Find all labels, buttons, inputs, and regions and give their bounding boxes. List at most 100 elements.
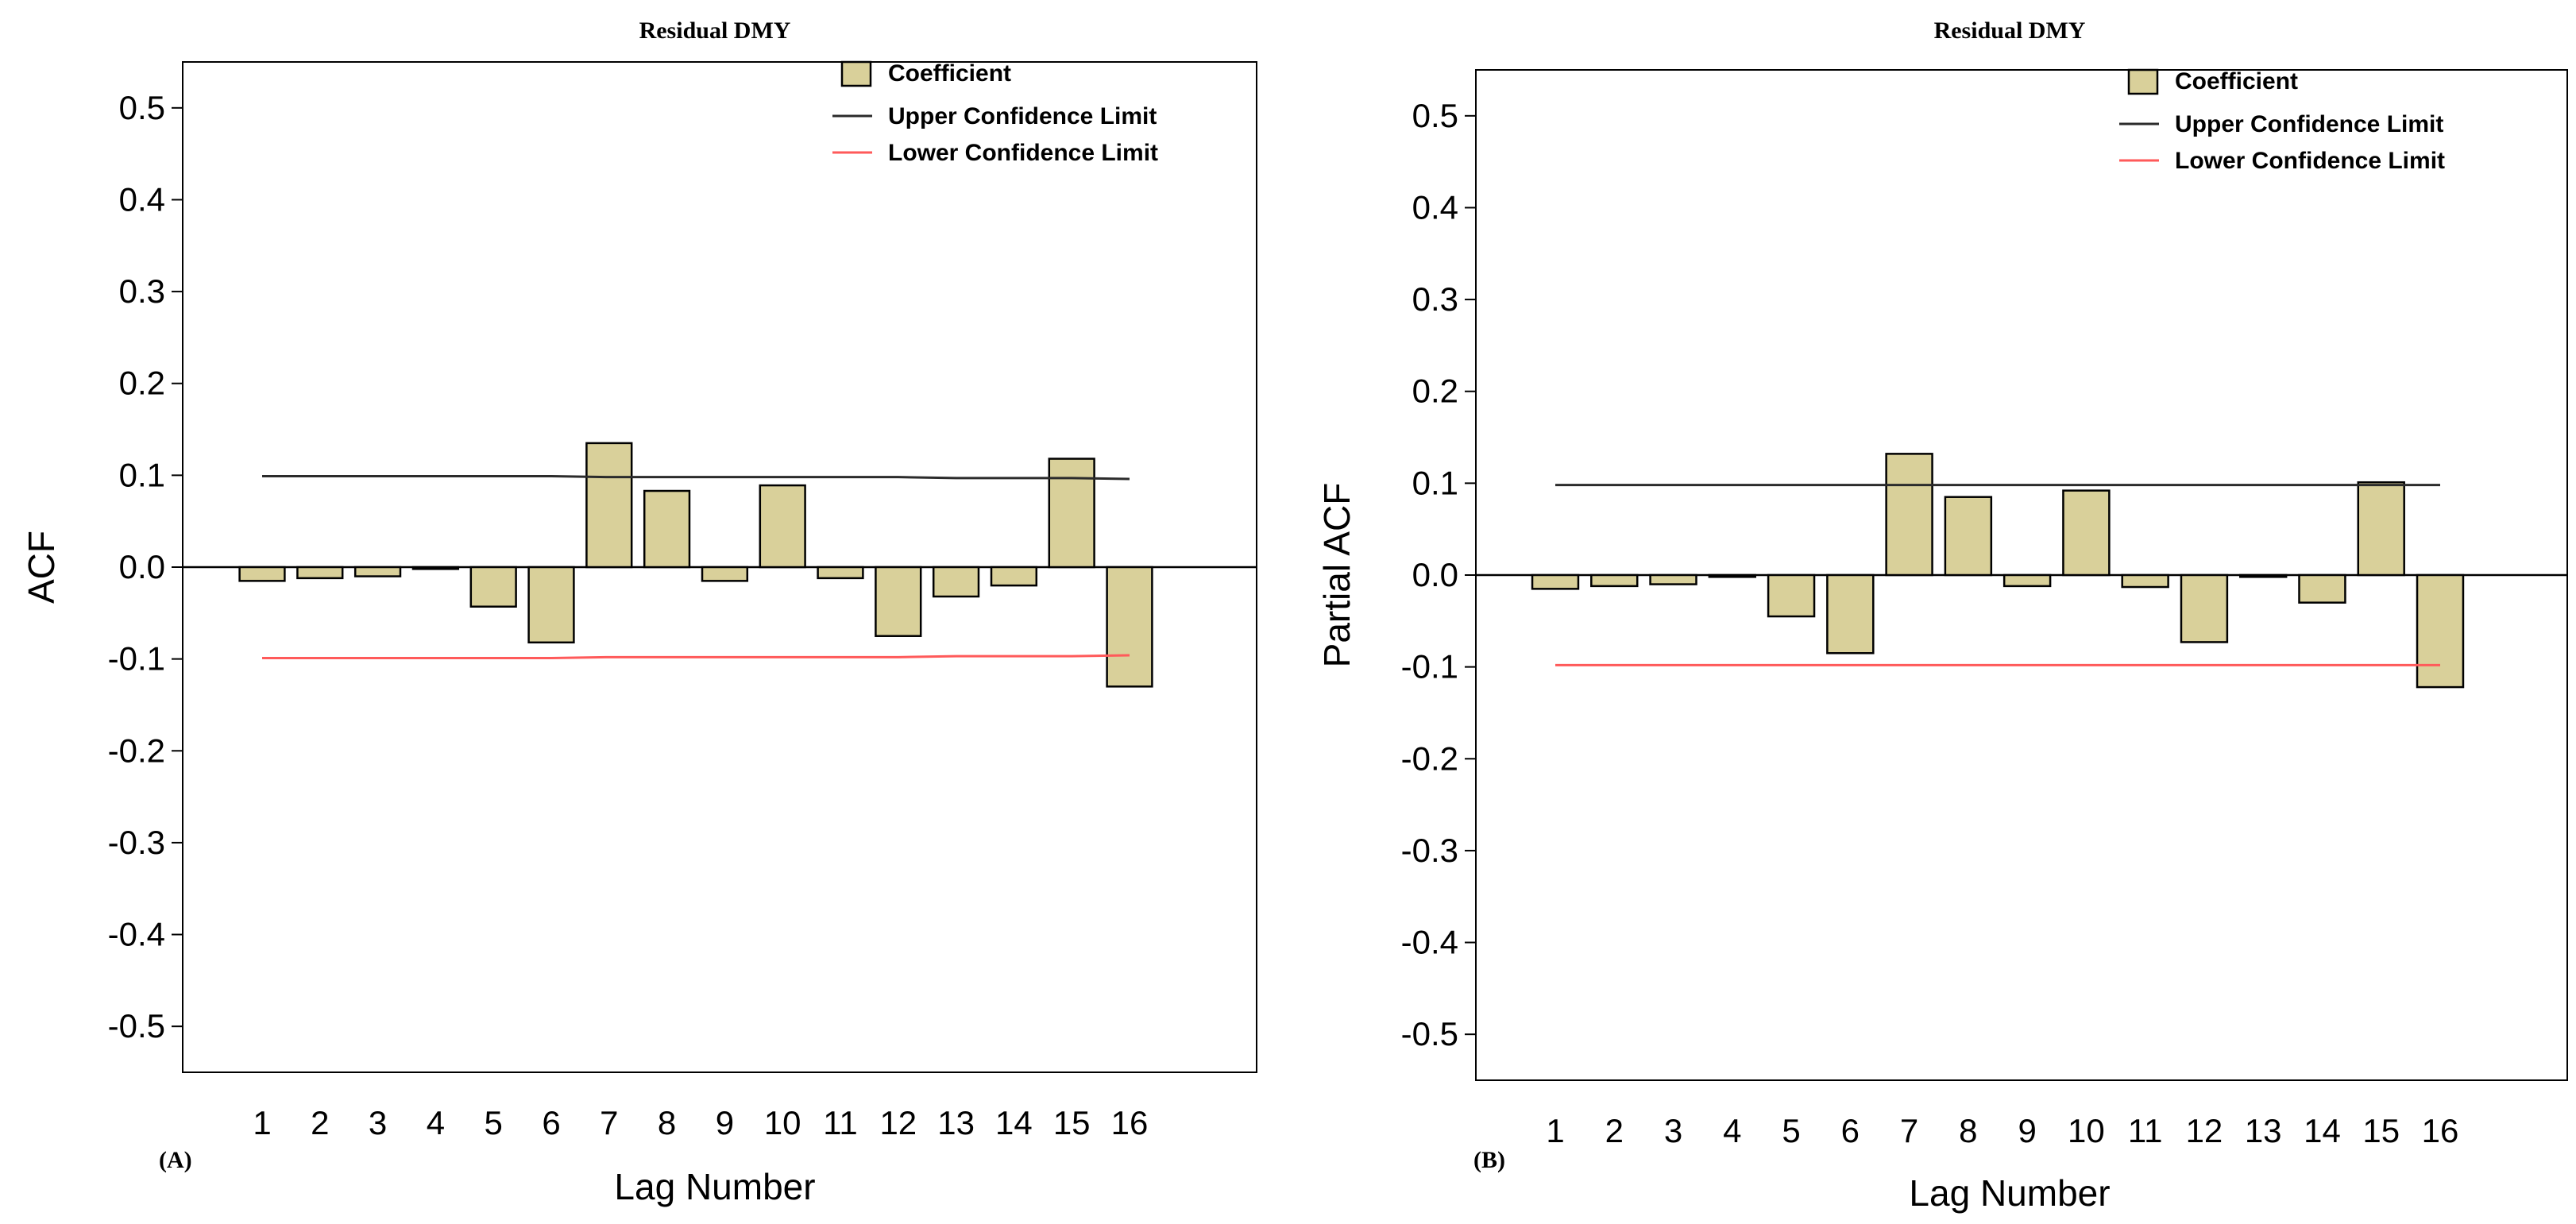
chart-panel-a: Residual DMY 0.5 0.4 0.3 0.2 0.1 0.0 -0.1 -0.2 -0…: [21, 17, 1257, 1207]
x-tick-label: 2: [311, 1104, 329, 1141]
bar-lag-11: [2121, 573, 2169, 589]
bar-lag-8: [643, 489, 691, 569]
y-tick-label: 0.1: [119, 456, 165, 493]
bar-lag-11: [817, 566, 864, 580]
x-tick-label: 5: [1782, 1112, 1800, 1149]
y-tick-label: -0.2: [108, 732, 165, 769]
bar-lag-12: [2180, 573, 2229, 643]
x-tick-label: 12: [879, 1104, 917, 1141]
y-tick-label: -0.1: [1401, 648, 1458, 685]
x-tick-label: 3: [369, 1104, 387, 1141]
x-tick-label: 7: [600, 1104, 618, 1141]
x-tick-label: 2: [1605, 1112, 1624, 1149]
bar-lag-16: [1106, 566, 1153, 688]
y-tick-label: -0.4: [108, 916, 165, 953]
y-tick-label: 0.1: [1412, 464, 1458, 501]
legend-swatch-coefficient: [840, 60, 872, 87]
legend-label-upper: Upper Confidence Limit: [888, 103, 1157, 129]
bar-lag-7: [1885, 453, 1933, 577]
x-tick-label: 14: [2304, 1112, 2341, 1149]
bar-lag-1: [1531, 573, 1580, 590]
x-tick-label: 12: [2186, 1112, 2223, 1149]
y-tick-label: 0.4: [119, 180, 165, 218]
bar-lag-3: [1649, 573, 1697, 585]
x-tick-label: 7: [1900, 1112, 1918, 1149]
y-tick-label: -0.4: [1401, 924, 1458, 961]
x-tick-label: 14: [995, 1104, 1033, 1141]
panel-tag: (B): [1473, 1147, 1505, 1173]
bar-lag-12: [875, 566, 922, 637]
bar-lag-3: [353, 566, 402, 577]
bar-lag-10: [2062, 489, 2111, 577]
x-tick-label: 4: [427, 1104, 445, 1141]
y-tick-label: -0.5: [108, 1007, 165, 1044]
x-tick-label: 15: [2362, 1112, 2400, 1149]
bar-lag-4: [1708, 573, 1757, 578]
y-axis-label: ACF: [21, 531, 62, 604]
x-tick-label: 6: [1841, 1112, 1860, 1149]
bar-lag-10: [759, 484, 806, 569]
bar-lag-7: [585, 442, 633, 569]
x-axis-label: Lag Number: [1909, 1172, 2110, 1214]
bar-lag-13: [2238, 573, 2288, 578]
y-tick-label: -0.1: [108, 640, 165, 678]
legend: Coefficient Upper Confidence Limit Lower C…: [2119, 68, 2445, 174]
legend-label-lower: Lower Confidence Limit: [2175, 148, 2445, 174]
bar-lag-9: [2002, 573, 2052, 588]
x-tick-label: 4: [1723, 1112, 1741, 1149]
y-tick-label: 0.2: [119, 365, 165, 402]
bar-lag-15: [2357, 481, 2405, 577]
lower-confidence-line: [262, 654, 1130, 659]
y-tick-label: 0.4: [1412, 188, 1458, 226]
y-tick-label: -0.3: [108, 824, 165, 861]
y-tick-label: -0.3: [1401, 832, 1458, 869]
chart-panel-b: Residual DMY 0.5 0.4 0.3 0.2 0.1 0.0 -0.1 -0.2 -0…: [1316, 17, 2568, 1214]
legend-swatch-coefficient: [2127, 68, 2159, 95]
x-tick-label: 10: [764, 1104, 801, 1141]
chart-title: Residual DMY: [1934, 17, 2086, 44]
panel-tag: (A): [159, 1147, 192, 1173]
x-axis-label: Lag Number: [614, 1166, 815, 1207]
y-tick-label: 0.0: [1412, 556, 1458, 593]
bar-lag-4: [411, 566, 460, 570]
legend-label-coefficient: Coefficient: [2175, 68, 2298, 95]
bar-lag-2: [1590, 573, 1639, 588]
bar-lag-5: [469, 566, 517, 608]
x-tick-label: 8: [658, 1104, 676, 1141]
y-tick-label: 0.5: [1412, 97, 1458, 134]
upper-confidence-line: [262, 475, 1130, 481]
bar-lag-2: [296, 566, 344, 580]
bar-lag-9: [701, 566, 749, 582]
bar-lag-6: [1826, 573, 1875, 654]
x-tick-label: 10: [2068, 1112, 2105, 1149]
x-tick-label: 5: [485, 1104, 503, 1141]
x-tick-label: 15: [1053, 1104, 1091, 1141]
x-tick-label: 11: [823, 1104, 858, 1141]
y-tick-label: -0.2: [1401, 739, 1458, 777]
x-tick-label: 11: [2128, 1112, 2163, 1149]
legend-label-lower: Lower Confidence Limit: [888, 140, 1158, 166]
bar-lag-1: [238, 566, 286, 582]
y-axis-label: Partial ACF: [1316, 483, 1358, 668]
legend: Coefficient Upper Confidence Limit Lower C…: [832, 60, 1158, 166]
bar-lag-15: [1048, 458, 1095, 569]
bar-lag-5: [1767, 573, 1816, 618]
y-tick-label: 0.3: [119, 272, 165, 310]
x-tick-label: 13: [2245, 1112, 2282, 1149]
bar-lag-6: [527, 566, 575, 644]
legend-label-coefficient: Coefficient: [888, 60, 1011, 87]
bar-lag-14: [2298, 573, 2346, 604]
x-tick-label: 16: [1111, 1104, 1149, 1141]
bar-lag-8: [1944, 496, 1993, 577]
y-tick-label: 0.2: [1412, 373, 1458, 410]
bar-lag-14: [990, 566, 1038, 587]
chart-title: Residual DMY: [639, 17, 791, 44]
y-tick-label: -0.5: [1401, 1015, 1458, 1052]
legend-label-upper: Upper Confidence Limit: [2175, 111, 2443, 137]
x-tick-label: 1: [253, 1104, 271, 1141]
y-tick-label: 0.3: [1412, 280, 1458, 318]
x-tick-label: 8: [1959, 1112, 1977, 1149]
x-tick-label: 16: [2422, 1112, 2459, 1149]
bar-lag-16: [2416, 573, 2465, 689]
